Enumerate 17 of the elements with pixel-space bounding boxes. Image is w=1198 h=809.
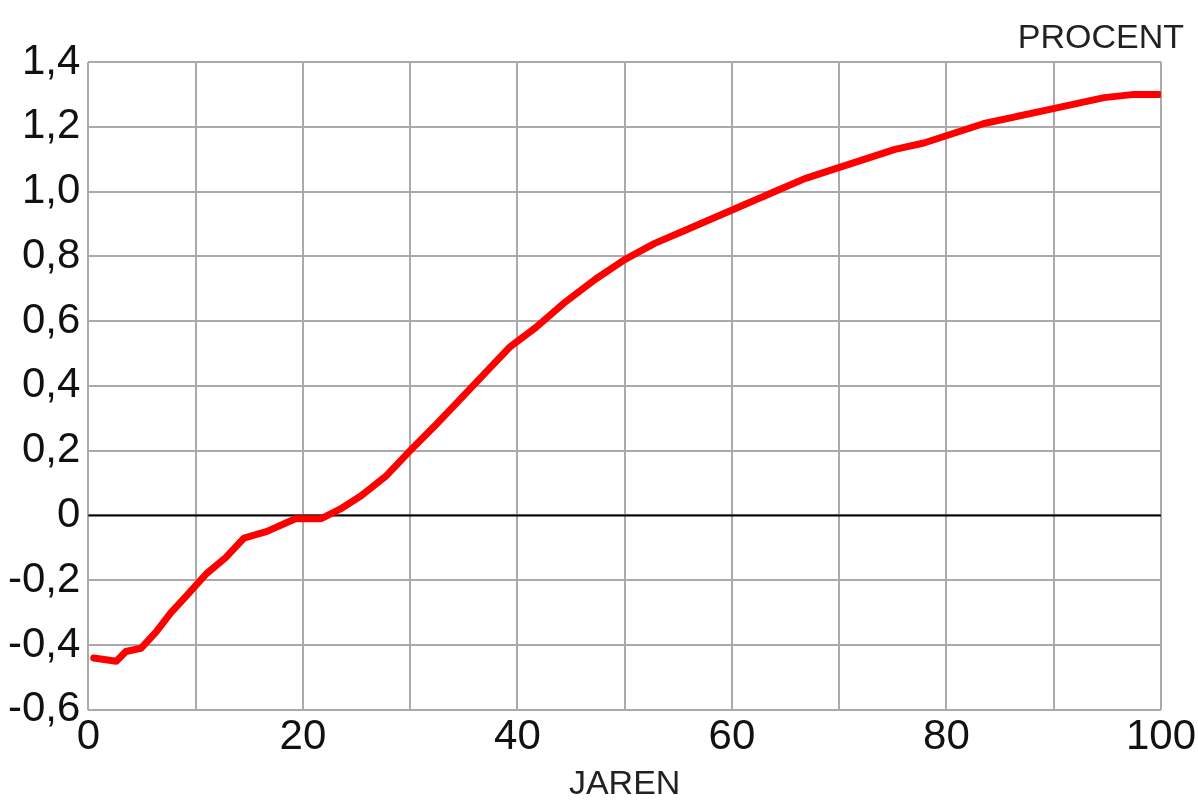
y-tick-label: 0 bbox=[57, 489, 81, 537]
x-tick-label: 100 bbox=[1125, 710, 1196, 758]
x-axis-title: JAREN bbox=[568, 762, 681, 801]
y-tick-label: 0,4 bbox=[21, 359, 81, 407]
y-tick-label: 0,6 bbox=[21, 294, 81, 342]
y-tick-label: 1,2 bbox=[21, 100, 81, 148]
y-tick-label: 0,2 bbox=[21, 424, 81, 472]
x-tick-label: 80 bbox=[923, 710, 970, 758]
x-tick-label: 60 bbox=[708, 710, 756, 758]
x-tick-label: 40 bbox=[494, 710, 541, 758]
y-tick-label: 1,4 bbox=[21, 35, 81, 83]
y-tick-label: -0,4 bbox=[8, 618, 81, 666]
y-tick-label: 0,8 bbox=[21, 229, 81, 277]
y-tick-label: 1,0 bbox=[21, 165, 81, 213]
x-tick-label: 20 bbox=[279, 710, 327, 758]
y-tick-label: -0,2 bbox=[8, 553, 81, 601]
y-axis-title: PROCENT bbox=[1017, 17, 1184, 56]
